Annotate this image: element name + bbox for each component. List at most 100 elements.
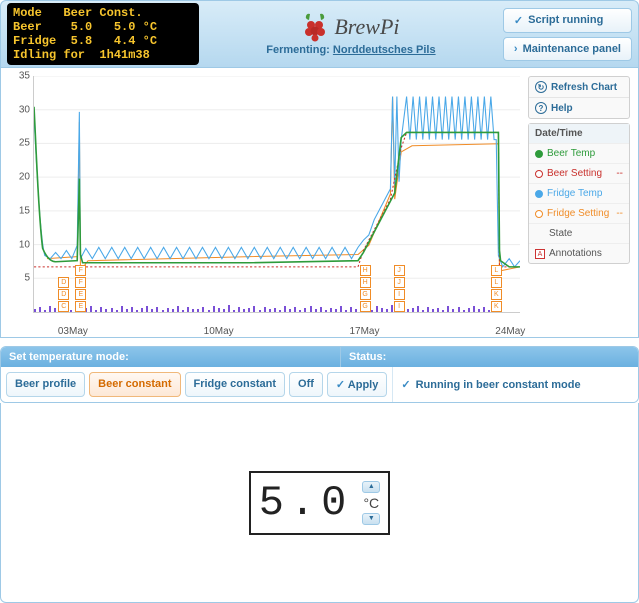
x-tick-label: 24May [495,326,525,337]
annotation-marker[interactable]: J [394,277,405,288]
fermenting-label-row: Fermenting: Norddeutsches Pils [199,44,503,56]
y-tick-label: 15 [19,205,30,216]
legend-label: Beer Temp [547,148,595,159]
lcd-line2-a: 5.0 [71,20,93,34]
raspberry-icon [302,12,328,42]
y-tick-label: 5 [24,273,30,284]
control-bar: Set temperature mode: Status: Beer profi… [0,346,639,403]
setpoint-value: 5.0 [259,479,353,527]
beer-temp-line [34,107,520,267]
logo-row: BrewPi [199,12,503,42]
apply-button[interactable]: ✓ Apply [327,372,387,397]
annotation-marker[interactable]: K [491,289,502,300]
check-icon: ✓ [336,379,345,391]
mode-tab-off[interactable]: Off [289,372,323,397]
annotation-marker[interactable]: J [394,265,405,276]
mode-tab-beer-profile[interactable]: Beer profile [6,372,85,397]
annotation-marker[interactable]: L [491,265,502,276]
script-running-label: Script running [528,14,603,26]
maintenance-label: Maintenance panel [523,43,621,55]
mode-tab-beer-constant[interactable]: Beer constant [89,372,180,397]
y-axis-labels: 5101520253035 [12,76,32,312]
lcd-line2-b: 5.0 °C [114,20,157,34]
annotation-marker[interactable]: I [394,289,405,300]
annotation-marker[interactable]: H [360,277,371,288]
mode-tabs: Beer profileBeer constantFridge constant… [1,367,393,402]
status-text: Running in beer constant mode [416,379,581,391]
lcd-line4-label: Idling for [13,48,85,62]
annotation-marker[interactable]: E [75,289,86,300]
legend-label: Fridge Setting [547,208,609,219]
annotation-marker[interactable]: F [75,277,86,288]
legend-row[interactable]: Fridge Temp [529,183,629,203]
legend-row[interactable]: Fridge Setting -- [529,203,629,223]
y-tick-label: 35 [19,71,30,82]
check-icon: ✓ [401,378,410,391]
annotation-marker[interactable]: K [491,301,502,312]
chart-plot[interactable]: 5101520253035 CDDEEFFGGHHIIJJKKLL 03May1… [33,76,520,313]
setpoint-down-button[interactable]: ▼ [362,513,380,525]
legend-series: Date/Time Beer TempBeer Setting--Fridge … [528,123,630,264]
annotation-marker[interactable]: E [75,301,86,312]
maintenance-button[interactable]: › Maintenance panel [503,37,632,61]
y-tick-label: 10 [19,239,30,250]
setpoint-controls: ▲ °C ▼ [362,479,380,527]
refresh-icon: ↻ [535,81,547,93]
legend-row[interactable]: Beer Setting -- [529,163,629,183]
beer-setting-line [34,132,520,266]
annotation-marker[interactable]: H [360,265,371,276]
lcd-line3-a: 5.8 [71,34,93,48]
setpoint-up-button[interactable]: ▲ [362,481,380,493]
status-cell: ✓ Running in beer constant mode [393,367,638,402]
lcd-line1-value: Beer Const. [63,6,142,20]
annotation-marker[interactable]: F [75,265,86,276]
lcd-line3-b: 4.4 °C [114,34,157,48]
y-tick-label: 20 [19,172,30,183]
annotation-marker[interactable]: I [394,301,405,312]
dash-indicator: -- [616,168,623,179]
series-color-icon [535,170,543,178]
annotation-marker[interactable]: D [58,289,69,300]
chart-container: 5101520253035 CDDEEFFGGHHIIJJKKLL 03May1… [0,68,639,338]
legend-row[interactable]: Beer Temp [529,143,629,163]
check-icon: ✓ [514,14,523,27]
refresh-label: Refresh Chart [551,82,617,93]
fermenting-link[interactable]: Norddeutsches Pils [333,44,436,56]
status-header: Status: [341,347,394,367]
annotation-marker[interactable]: D [58,277,69,288]
lcd-line1-label: Mode [13,6,42,20]
apply-label: Apply [348,379,379,391]
annotation-marker[interactable]: L [491,277,502,288]
y-tick-label: 25 [19,138,30,149]
annotation-icon: A [535,249,545,259]
header-bar: Mode Beer Const. Beer 5.0 5.0 °C Fridge … [0,0,639,68]
series-color-icon [535,210,543,218]
fridge-temp-line [34,97,520,267]
y-tick-label: 30 [19,104,30,115]
help-button[interactable]: ? Help [529,98,629,118]
logo-text: BrewPi [334,14,399,40]
legend-row[interactable]: AAnnotations [529,243,629,263]
chevron-right-icon: › [514,43,518,55]
legend-label: Beer Setting [547,168,602,179]
help-icon: ? [535,102,547,114]
lcd-display: Mode Beer Const. Beer 5.0 5.0 °C Fridge … [7,3,199,65]
legend-header: Date/Time [529,124,629,143]
annotation-marker[interactable]: C [58,301,69,312]
annotation-marker[interactable]: G [360,301,371,312]
lcd-line4-value: 1h41m38 [99,48,149,62]
script-running-button[interactable]: ✓ Script running [503,8,632,33]
legend-row[interactable]: State [529,223,629,243]
mode-tab-fridge-constant[interactable]: Fridge constant [185,372,286,397]
dash-indicator: -- [616,208,623,219]
annotation-marker[interactable]: G [360,289,371,300]
x-tick-label: 17May [349,326,379,337]
control-head: Set temperature mode: Status: [1,347,638,367]
legend-label: Fridge Temp [547,188,602,199]
refresh-chart-button[interactable]: ↻ Refresh Chart [529,77,629,98]
control-body: Beer profileBeer constantFridge constant… [1,367,638,402]
fermenting-label: Fermenting: [266,44,330,56]
temperature-panel: 5.0 ▲ °C ▼ [0,403,639,603]
event-markers: CDDEEFFGGHHIIJJKKLL [34,262,520,312]
top-buttons: ✓ Script running › Maintenance panel [503,8,632,61]
